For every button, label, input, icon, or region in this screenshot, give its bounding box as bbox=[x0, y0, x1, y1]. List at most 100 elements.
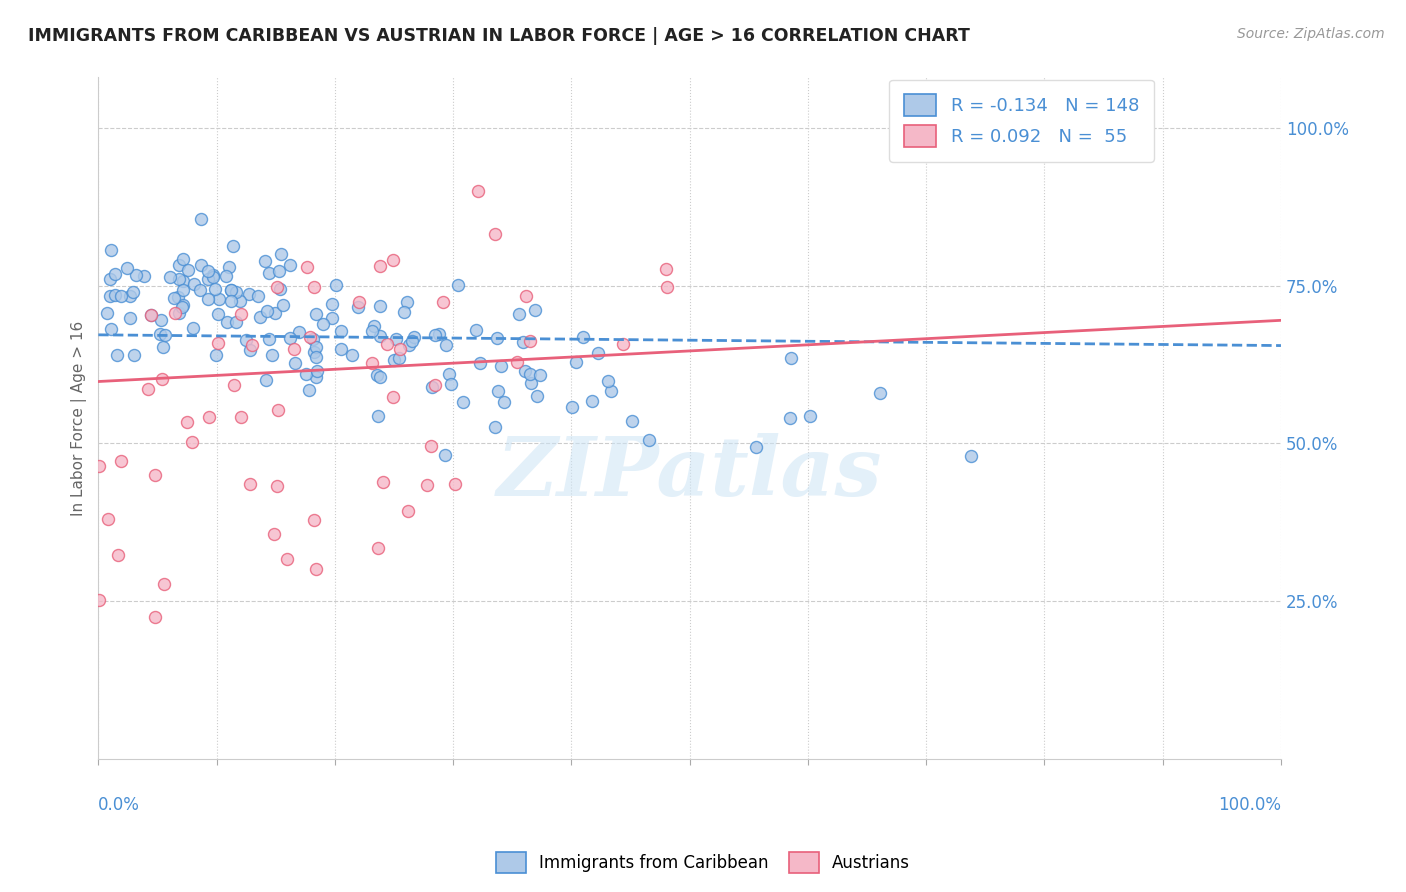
Point bbox=[302, 280, 325, 294]
Point bbox=[150, 372, 173, 386]
Point bbox=[107, 548, 129, 562]
Point bbox=[295, 367, 318, 381]
Point bbox=[596, 374, 619, 388]
Point bbox=[198, 409, 221, 424]
Text: ZIPatlas: ZIPatlas bbox=[496, 433, 883, 513]
Point bbox=[231, 410, 253, 425]
Point bbox=[382, 253, 405, 268]
Point bbox=[276, 552, 298, 566]
Point bbox=[432, 294, 454, 309]
Point bbox=[437, 368, 460, 382]
Point bbox=[239, 476, 262, 491]
Point bbox=[388, 343, 411, 357]
Point bbox=[960, 449, 983, 463]
Point bbox=[120, 288, 142, 302]
Text: IMMIGRANTS FROM CARIBBEAN VS AUSTRIAN IN LABOR FORCE | AGE > 16 CORRELATION CHAR: IMMIGRANTS FROM CARIBBEAN VS AUSTRIAN IN… bbox=[28, 27, 970, 45]
Point bbox=[167, 258, 190, 272]
Point bbox=[118, 310, 141, 325]
Text: Source: ZipAtlas.com: Source: ZipAtlas.com bbox=[1237, 27, 1385, 41]
Point bbox=[325, 278, 347, 293]
Point bbox=[219, 283, 242, 297]
Point bbox=[519, 334, 541, 348]
Point bbox=[347, 294, 370, 309]
Point bbox=[219, 283, 242, 297]
Point bbox=[433, 448, 456, 462]
Point bbox=[375, 336, 398, 351]
Point bbox=[263, 306, 285, 320]
Point bbox=[515, 364, 537, 378]
Point bbox=[152, 576, 174, 591]
Point bbox=[620, 414, 643, 428]
Point bbox=[581, 393, 603, 408]
Point bbox=[370, 259, 392, 273]
Point bbox=[204, 347, 226, 361]
Point bbox=[204, 282, 226, 296]
Point bbox=[143, 609, 166, 624]
Point bbox=[427, 326, 450, 341]
Point bbox=[382, 390, 405, 404]
Point bbox=[110, 289, 132, 303]
Point bbox=[176, 416, 198, 430]
Point bbox=[363, 318, 385, 333]
Point bbox=[565, 355, 588, 369]
Point bbox=[366, 409, 388, 424]
Point bbox=[373, 475, 395, 489]
Point bbox=[401, 334, 423, 348]
Point bbox=[655, 262, 678, 277]
Point bbox=[155, 327, 177, 342]
Point bbox=[330, 342, 353, 356]
Point bbox=[395, 295, 418, 310]
Point bbox=[125, 268, 148, 282]
Point bbox=[104, 287, 127, 301]
Point bbox=[266, 280, 288, 294]
Point bbox=[425, 328, 447, 343]
Point bbox=[529, 368, 551, 383]
Point bbox=[447, 277, 470, 292]
Point bbox=[122, 348, 145, 362]
Point bbox=[270, 247, 292, 261]
Point bbox=[167, 306, 190, 320]
Point bbox=[100, 321, 122, 335]
Point bbox=[249, 310, 271, 325]
Point bbox=[215, 315, 238, 329]
Point bbox=[330, 324, 353, 338]
Point bbox=[172, 274, 194, 288]
Point bbox=[485, 331, 508, 345]
Point bbox=[464, 322, 486, 336]
Point bbox=[388, 351, 411, 365]
Point bbox=[197, 264, 219, 278]
Point bbox=[586, 346, 609, 360]
Point bbox=[172, 252, 194, 266]
Point bbox=[512, 334, 534, 349]
Point bbox=[235, 333, 257, 347]
Point bbox=[398, 338, 420, 352]
Point bbox=[172, 298, 194, 312]
Point bbox=[105, 348, 128, 362]
Point bbox=[165, 305, 187, 319]
Point bbox=[197, 272, 219, 286]
Point bbox=[219, 293, 242, 308]
Point bbox=[132, 268, 155, 283]
Point bbox=[263, 526, 285, 541]
Point bbox=[305, 364, 328, 378]
Point bbox=[100, 244, 122, 258]
Point bbox=[177, 263, 200, 277]
Point bbox=[302, 513, 325, 527]
Point bbox=[215, 268, 238, 283]
Point bbox=[321, 310, 343, 325]
Point bbox=[423, 377, 446, 392]
Point bbox=[304, 351, 326, 365]
Point bbox=[207, 335, 229, 350]
Point bbox=[367, 541, 389, 555]
Point bbox=[172, 283, 194, 297]
Point bbox=[440, 377, 463, 392]
Point bbox=[238, 343, 260, 358]
Point bbox=[298, 329, 321, 343]
Point bbox=[229, 294, 252, 309]
Point bbox=[139, 308, 162, 322]
Text: 100.0%: 100.0% bbox=[1218, 797, 1281, 814]
Point bbox=[780, 351, 803, 365]
Point bbox=[266, 479, 288, 493]
Point bbox=[96, 306, 118, 320]
Point bbox=[506, 355, 529, 369]
